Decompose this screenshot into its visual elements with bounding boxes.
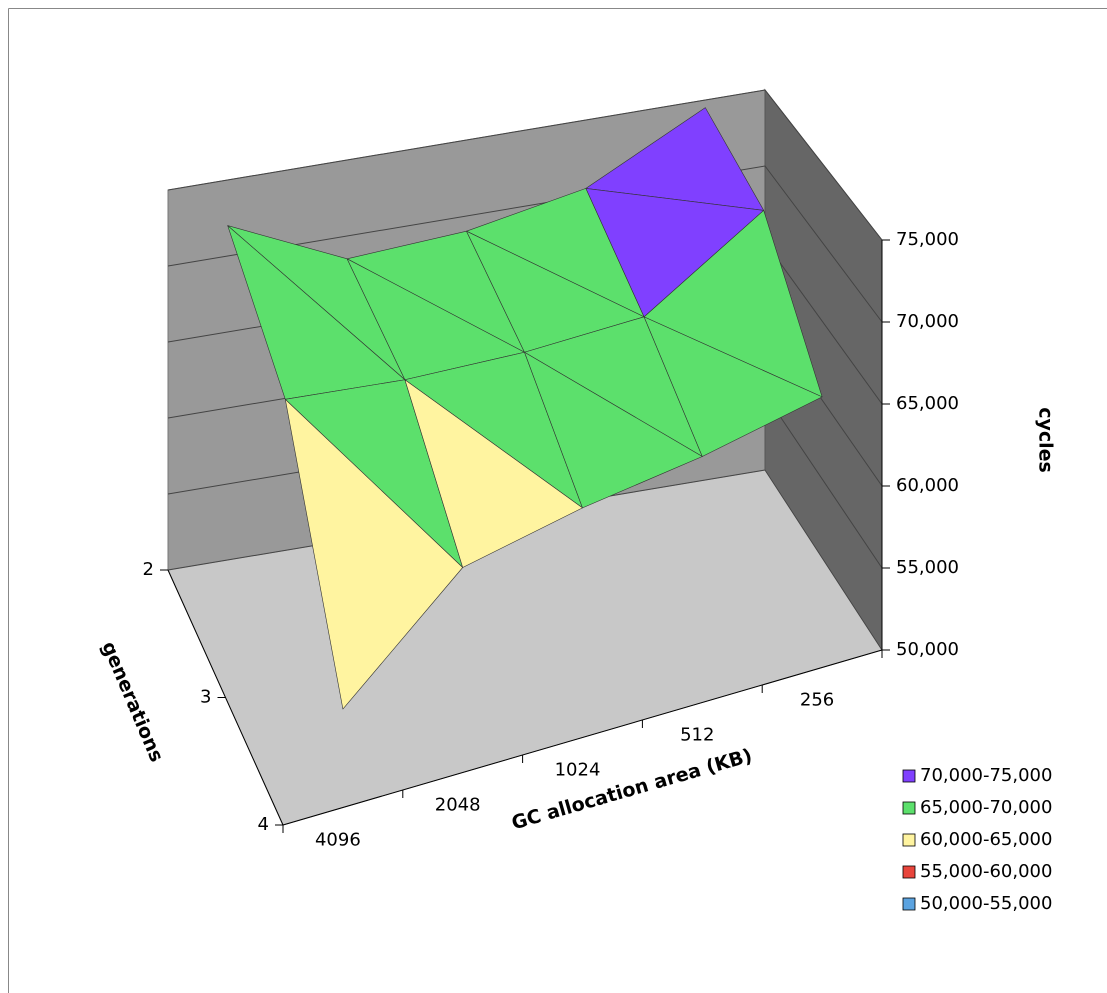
x-tick-label: 512 — [680, 725, 714, 746]
legend-label: 50,000-55,000 — [920, 893, 1052, 914]
legend-label: 65,000-70,000 — [920, 797, 1052, 818]
x-tick-label: 4096 — [315, 830, 361, 851]
z-tick-label: 50,000 — [896, 639, 959, 660]
legend-swatch — [902, 897, 916, 911]
axes: 50,000 55,000 60,000 65,000 70,000 75,000 4096… — [143, 229, 959, 851]
z-tick-label: 55,000 — [896, 557, 959, 578]
x-tick-label: 256 — [800, 690, 834, 711]
y-tick-label: 4 — [258, 814, 269, 835]
legend-label: 60,000-65,000 — [920, 829, 1052, 850]
x-axis — [282, 649, 883, 826]
legend-label: 55,000-60,000 — [920, 861, 1052, 882]
legend-swatch — [902, 865, 916, 879]
z-tick-label: 60,000 — [896, 475, 959, 496]
legend-swatch — [902, 801, 916, 815]
x-axis-title: GC allocation area (KB) — [509, 745, 754, 835]
x-tick-label: 2048 — [435, 795, 481, 816]
z-tick-label: 75,000 — [896, 229, 959, 250]
legend-label: 70,000-75,000 — [920, 765, 1052, 786]
y-tick-label: 3 — [200, 687, 211, 708]
x-tick-label: 1024 — [555, 760, 601, 781]
legend-swatch — [902, 769, 916, 783]
z-tick-label: 65,000 — [896, 393, 959, 414]
grid-line — [167, 89, 883, 241]
surface-facet — [284, 399, 464, 710]
surface-facet — [404, 379, 583, 568]
legend-swatch — [902, 833, 916, 847]
y-tick-label: 2 — [143, 559, 154, 580]
surface-facet — [524, 351, 703, 509]
surface-facet — [643, 316, 823, 457]
legend: 70,000-75,000 65,000-70,000 60,000-65,000 5… — [902, 765, 1052, 914]
grid-line — [167, 165, 883, 323]
y-axis-title: generations — [97, 638, 167, 765]
z-axis-title: cycles — [1035, 407, 1057, 473]
surface — [227, 107, 823, 710]
z-tick-label: 70,000 — [896, 311, 959, 332]
